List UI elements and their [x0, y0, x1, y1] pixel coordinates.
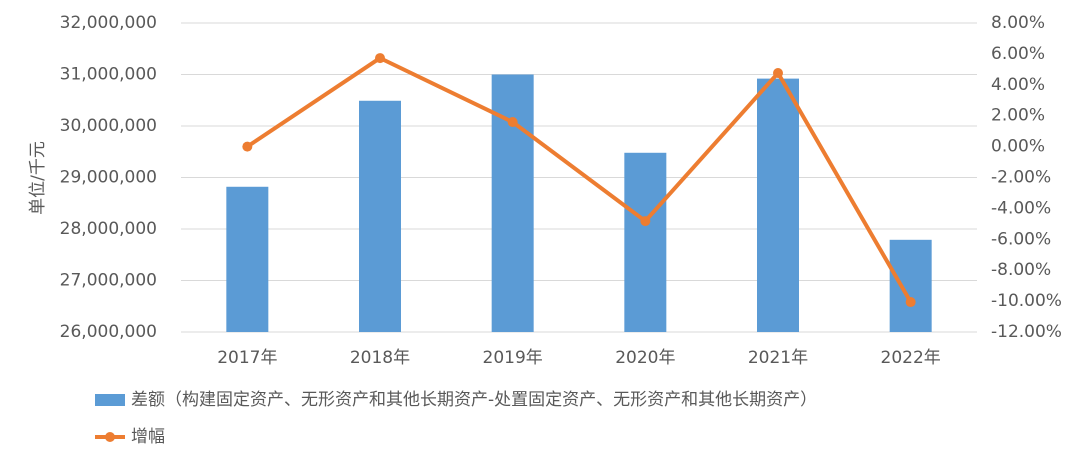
bar — [226, 186, 269, 332]
y2-tick-label: 0.00% — [991, 137, 1045, 157]
line — [246, 56, 913, 304]
y-tick-label: 32,000,000 — [60, 13, 157, 33]
legend-swatch — [95, 394, 125, 406]
y-tick-label: 28,000,000 — [60, 219, 157, 239]
y2-tick-label: -4.00% — [991, 198, 1051, 218]
x-tick-label: 2018年 — [350, 348, 410, 368]
x-tick-label: 2020年 — [615, 348, 675, 368]
legend-swatch — [105, 432, 115, 442]
bar — [624, 152, 667, 332]
bar — [359, 100, 401, 332]
x-tick-label: 2022年 — [881, 348, 941, 368]
line-marker — [773, 68, 783, 79]
y2-tick-label: 6.00% — [991, 44, 1045, 64]
y2-tick-label: -12.00% — [991, 322, 1062, 342]
y-tick-label: 26,000,000 — [60, 322, 157, 342]
y2-tick-label: -2.00% — [991, 168, 1051, 188]
bar — [757, 78, 799, 333]
line-marker — [905, 297, 916, 308]
line-marker — [375, 53, 385, 64]
legend-label: 差额（构建固定资产、无形资产和其他长期资产-处置固定资产、无形资产和其他长期资产… — [131, 390, 817, 410]
x-tick-label: 2021年 — [748, 348, 808, 368]
y2-tick-label: 2.00% — [991, 106, 1045, 126]
y-tick-label: 29,000,000 — [60, 168, 157, 188]
x-tick-label: 2017年 — [217, 348, 277, 368]
line-marker — [242, 141, 253, 152]
y2-tick-label: -10.00% — [991, 291, 1062, 311]
bar — [889, 239, 932, 332]
line-marker — [507, 117, 518, 128]
y2-tick-label: 4.00% — [991, 75, 1045, 95]
legend-label: 增幅 — [131, 427, 165, 447]
line-marker — [640, 216, 651, 227]
y-tick-label: 30,000,000 — [60, 116, 157, 136]
x-tick-label: 2019年 — [483, 348, 543, 368]
y-tick-label: 31,000,000 — [60, 65, 157, 85]
y2-tick-label: 8.00% — [991, 13, 1045, 33]
y-axis-title: 单位/千元 — [28, 141, 48, 215]
y2-tick-label: -6.00% — [991, 229, 1051, 249]
y2-tick-label: -8.00% — [991, 260, 1051, 280]
y-tick-label: 27,000,000 — [60, 271, 157, 291]
